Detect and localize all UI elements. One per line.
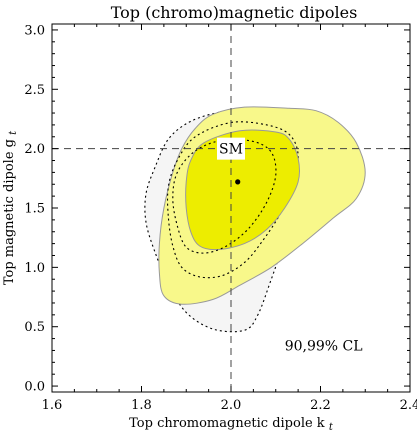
chart-title: Top (chromo)magnetic dipoles — [111, 3, 358, 22]
x-tick-label: 2.4 — [400, 398, 417, 413]
y-tick-label: 1.0 — [24, 261, 45, 276]
region-yellow-90 — [185, 129, 301, 251]
y-tick-label: 1.5 — [24, 202, 45, 217]
y-axis-label: Top magnetic dipole g t — [2, 130, 19, 285]
sm-label: SM — [219, 142, 243, 158]
x-tick-label: 1.8 — [131, 398, 152, 413]
best-fit-point — [235, 179, 241, 185]
x-axis-label-sub: t — [329, 422, 334, 432]
cl-annotation: 90,99% CL — [285, 338, 363, 354]
y-tick-label: 0.5 — [24, 320, 45, 335]
axis-ticks: 1.6 1.8 2.0 2.2 2.4 0.0 0.5 1.0 1.5 2.0 2.5 3.0 — [24, 23, 417, 413]
y-axis-label-sub: t — [8, 130, 19, 135]
region-gray-90 — [166, 121, 299, 279]
x-tick-label: 2.2 — [310, 398, 331, 413]
y-axis-label-main: Top magnetic dipole g — [2, 139, 17, 285]
point-marks: SM — [217, 137, 245, 185]
y-tick-label: 2.5 — [24, 83, 45, 98]
confidence-regions — [144, 106, 366, 333]
y-tick-label: 2.0 — [24, 142, 45, 157]
x-tick-label: 2.0 — [221, 398, 242, 413]
x-tick-label: 1.6 — [42, 398, 63, 413]
y-tick-label: 3.0 — [24, 23, 45, 38]
y-tick-label: 0.0 — [24, 380, 45, 395]
x-axis-label-main: Top chromomagnetic dipole k — [129, 416, 325, 431]
reference-lines — [52, 24, 410, 392]
x-axis-label: Top chromomagnetic dipole k t — [129, 416, 334, 432]
sm-label-box — [217, 137, 245, 160]
